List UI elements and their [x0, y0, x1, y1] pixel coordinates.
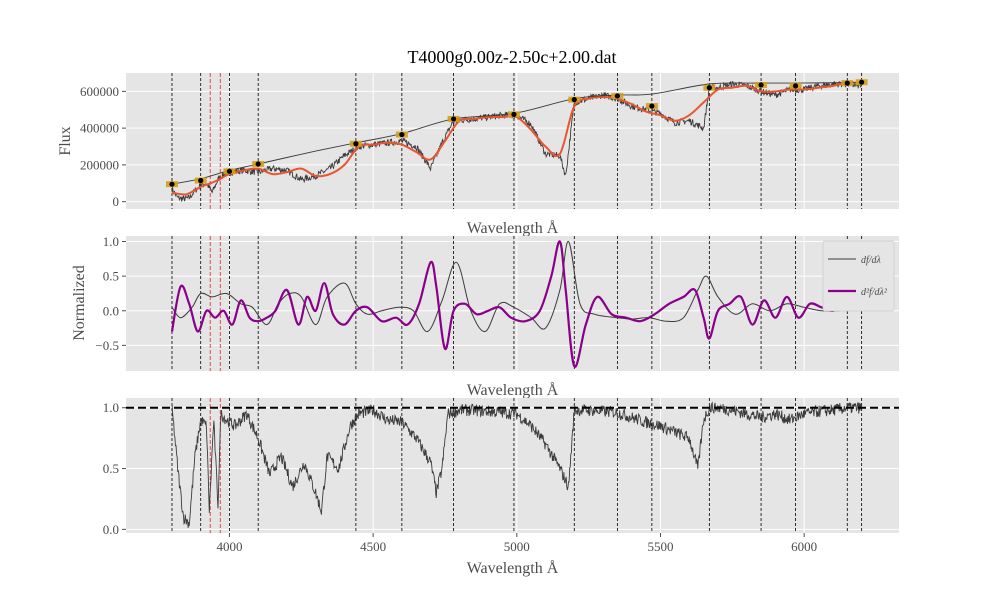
continuum-point-marker: [859, 79, 865, 85]
y-axis-label: Flux: [57, 126, 74, 155]
continuum-point-marker: [649, 103, 655, 109]
continuum-point-marker: [511, 111, 517, 117]
legend-label-first-derivative: df/dλ: [861, 255, 882, 266]
x-tick-label: 5000: [504, 539, 530, 554]
plot-background: [126, 236, 899, 371]
plot-area: [170, 236, 863, 371]
flux-panel: 0 200000 400000 600000 Wavelength Å Flux: [57, 73, 899, 237]
y-tick-label: 0: [113, 194, 120, 209]
x-axis-label: Wavelength Å: [467, 381, 559, 399]
continuum-point-marker: [255, 161, 261, 167]
x-axis-label: Wavelength Å: [467, 219, 559, 237]
x-tick-label: 5500: [647, 539, 673, 554]
plot-background: [126, 73, 899, 209]
y-tick-label: −0.5: [95, 338, 119, 353]
normalized-flux-panel: 0.0 0.5 1.0 4000 4500 5000 5500 6000 Wavelength …: [103, 398, 899, 577]
y-tick-label: 0.0: [103, 303, 119, 318]
y-tick-label: 200000: [80, 157, 119, 172]
x-tick-label: 6000: [791, 539, 817, 554]
continuum-point-marker: [844, 80, 850, 86]
y-tick-label: 400000: [80, 121, 119, 136]
y-tick-label: 1.0: [103, 234, 119, 249]
continuum-point-marker: [758, 82, 764, 88]
continuum-point-marker: [226, 168, 233, 174]
y-tick-label: 1.0: [103, 400, 119, 415]
plot-area: [165, 73, 868, 209]
x-tick-label: 4000: [216, 539, 242, 554]
continuum-point-marker: [198, 177, 204, 184]
continuum-point-marker: [353, 141, 359, 147]
legend: df/dλ d²f/dλ²: [822, 240, 895, 312]
continuum-point-marker: [399, 131, 405, 138]
derivative-panel: −0.5 0.0 0.5 1.0 Wavelength Å Normalized df/dλ…: [71, 234, 899, 399]
y-tick-label: 0.0: [103, 522, 119, 537]
second-derivative-line: [170, 240, 863, 368]
y-tick-label: 0.5: [103, 461, 119, 476]
y-tick-label: 0.5: [103, 269, 119, 284]
y-tick-label: 600000: [80, 84, 119, 99]
first-derivative-line: [171, 240, 862, 333]
continuum-point-marker: [706, 85, 712, 91]
continuum-point-marker: [571, 97, 577, 103]
continuum-point-marker: [614, 93, 620, 99]
plot-background: [126, 398, 899, 533]
plot-area: [126, 398, 899, 533]
normalized-spectrum-line: [171, 401, 863, 528]
figure-title: T4000g0.00z-2.50c+2.00.dat: [407, 47, 616, 67]
legend-label-second-derivative: d²f/dλ²: [861, 287, 888, 298]
legend-frame: [822, 240, 895, 312]
continuum-point-marker: [450, 116, 457, 122]
y-axis-label: Normalized: [71, 265, 88, 341]
continuum-point-marker: [169, 181, 175, 187]
x-tick-label: 4500: [360, 539, 386, 554]
continuum-point-marker: [792, 83, 799, 89]
x-axis-label: Wavelength Å: [467, 559, 559, 577]
